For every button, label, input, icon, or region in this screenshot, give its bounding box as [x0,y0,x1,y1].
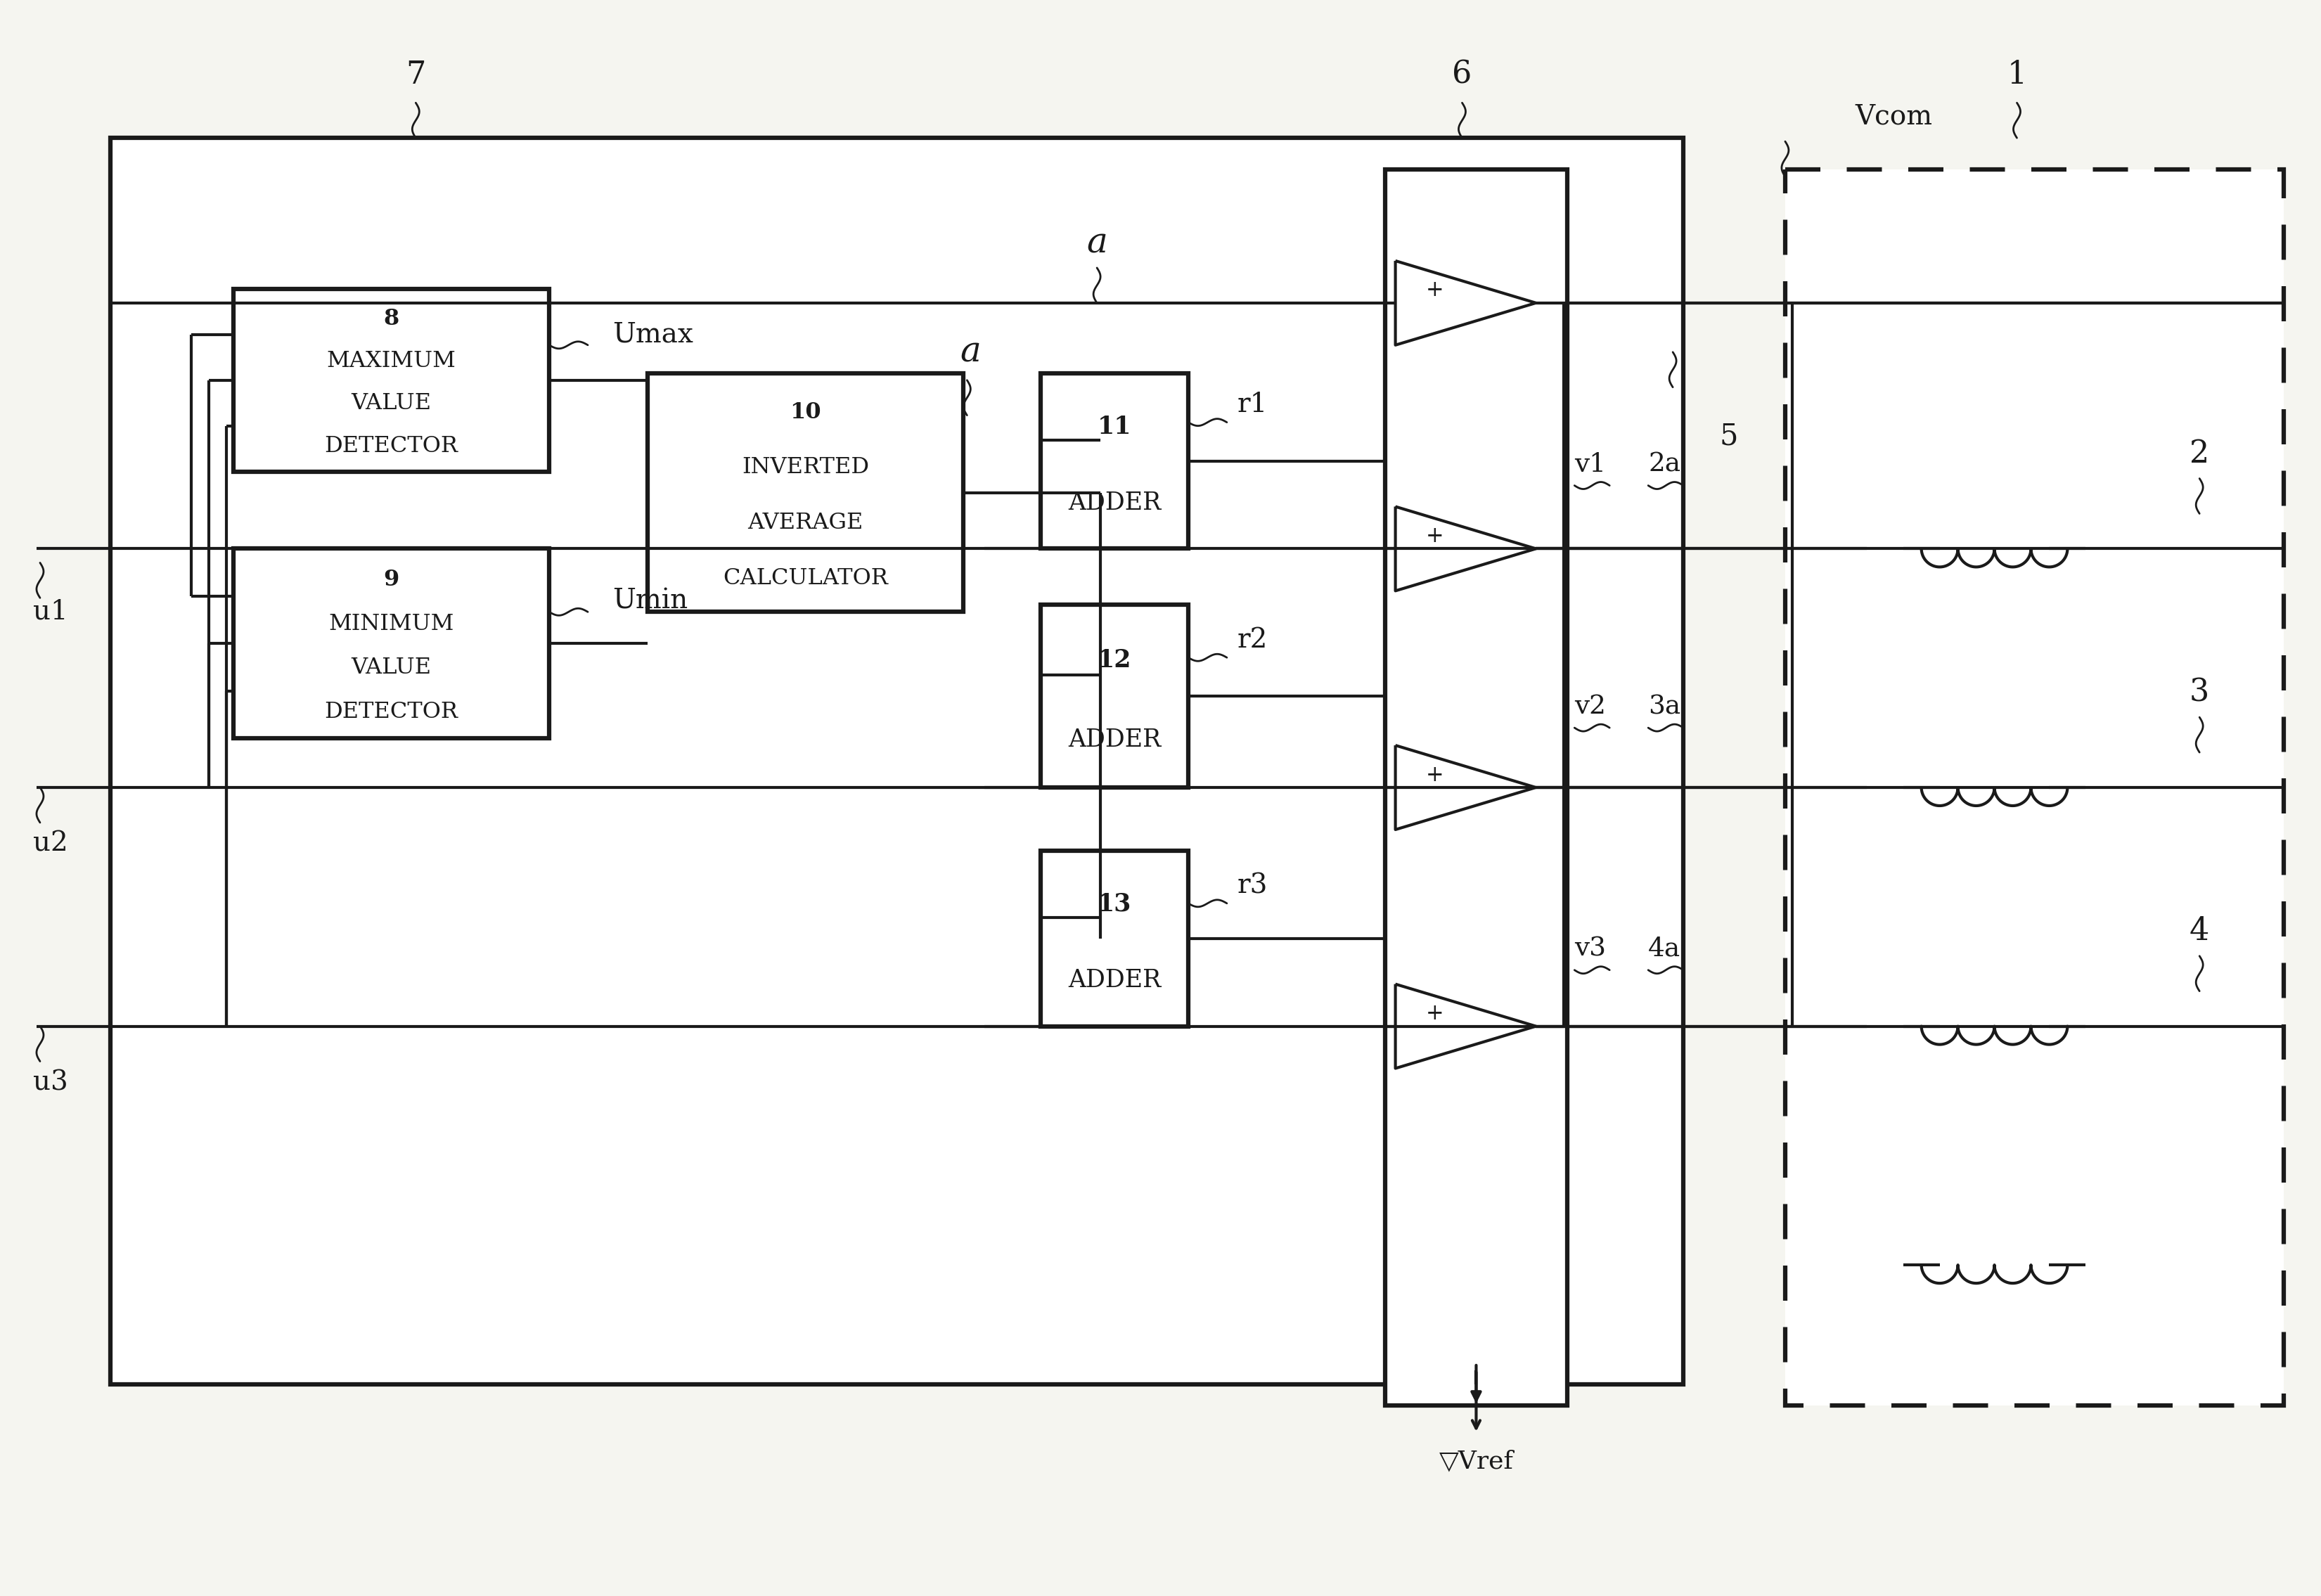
Text: r2: r2 [1237,627,1267,653]
Bar [111,137,1683,1384]
Text: +: + [1425,764,1444,785]
Text: +: + [1425,1002,1444,1025]
Text: a: a [1086,227,1107,260]
Text: 5: 5 [1720,421,1738,452]
Text: v3: v3 [1574,937,1606,962]
Text: VALUE: VALUE [350,658,432,678]
Text: r1: r1 [1237,391,1267,418]
Text: 8: 8 [383,308,399,329]
Text: ADDER: ADDER [1068,728,1160,752]
Text: +: + [1425,279,1444,302]
Text: r3: r3 [1237,873,1267,899]
Text: +: + [1425,525,1444,547]
Text: 3: 3 [2189,677,2210,709]
Text: ADDER: ADDER [1068,492,1160,516]
Text: 4a: 4a [1648,937,1680,962]
Text: v2: v2 [1574,694,1606,720]
Text: DETECTOR: DETECTOR [325,701,457,723]
Text: 2: 2 [2189,439,2210,469]
Bar [1040,851,1188,1026]
Bar [1040,605,1188,787]
Text: 10: 10 [789,401,822,423]
Text: 12: 12 [1098,648,1133,672]
Text: Umin: Umin [613,589,687,614]
Text: ▽Vref: ▽Vref [1439,1449,1513,1473]
Text: INVERTED: INVERTED [743,456,868,479]
Text: Umax: Umax [613,321,694,348]
Text: Vcom: Vcom [1854,104,1933,129]
Bar [648,373,963,611]
Text: VALUE: VALUE [350,393,432,415]
Text: 2a: 2a [1648,452,1680,477]
Text: 4: 4 [2189,916,2210,946]
Text: 11: 11 [1098,415,1133,439]
Text: v1: v1 [1574,452,1606,477]
Text: 13: 13 [1098,892,1133,916]
Text: AVERAGE: AVERAGE [747,512,863,535]
Text: u3: u3 [32,1069,67,1095]
Text: MINIMUM: MINIMUM [330,613,455,635]
Text: DETECTOR: DETECTOR [325,436,457,456]
Text: a: a [961,335,982,369]
Bar [232,549,550,739]
Text: 7: 7 [406,59,425,89]
Text: u1: u1 [32,598,67,626]
Bar [1386,169,1567,1406]
Text: ADDER: ADDER [1068,969,1160,993]
Text: u2: u2 [32,830,67,857]
Text: CALCULATOR: CALCULATOR [722,568,889,589]
Bar [1040,373,1188,549]
Bar [232,289,550,471]
Text: 3a: 3a [1648,694,1680,720]
Text: 1: 1 [2008,59,2026,89]
Text: 6: 6 [1453,59,1472,89]
Text: MAXIMUM: MAXIMUM [327,350,455,372]
Bar [1785,169,2284,1406]
Text: 9: 9 [383,568,399,591]
